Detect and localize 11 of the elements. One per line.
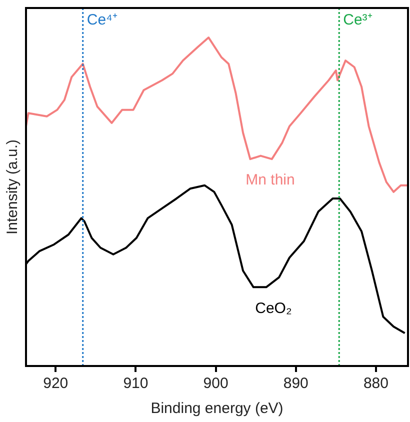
ref-line-label: Ce⁴⁺ [86,12,118,29]
y-axis-title: Intensity (a.u.) [4,139,22,235]
x-tick-label: 880 [363,375,388,392]
series-label: Mn thin [246,172,295,189]
x-axis-title: Binding energy (eV) [150,400,284,418]
x-tick-label: 910 [123,375,148,392]
series-label: CeO₂ [255,300,292,317]
x-tick-label: 920 [43,375,68,392]
ref-line-label: Ce³⁺ [343,12,372,29]
x-tick-label: 900 [203,375,228,392]
x-tick-label: 890 [283,375,308,392]
